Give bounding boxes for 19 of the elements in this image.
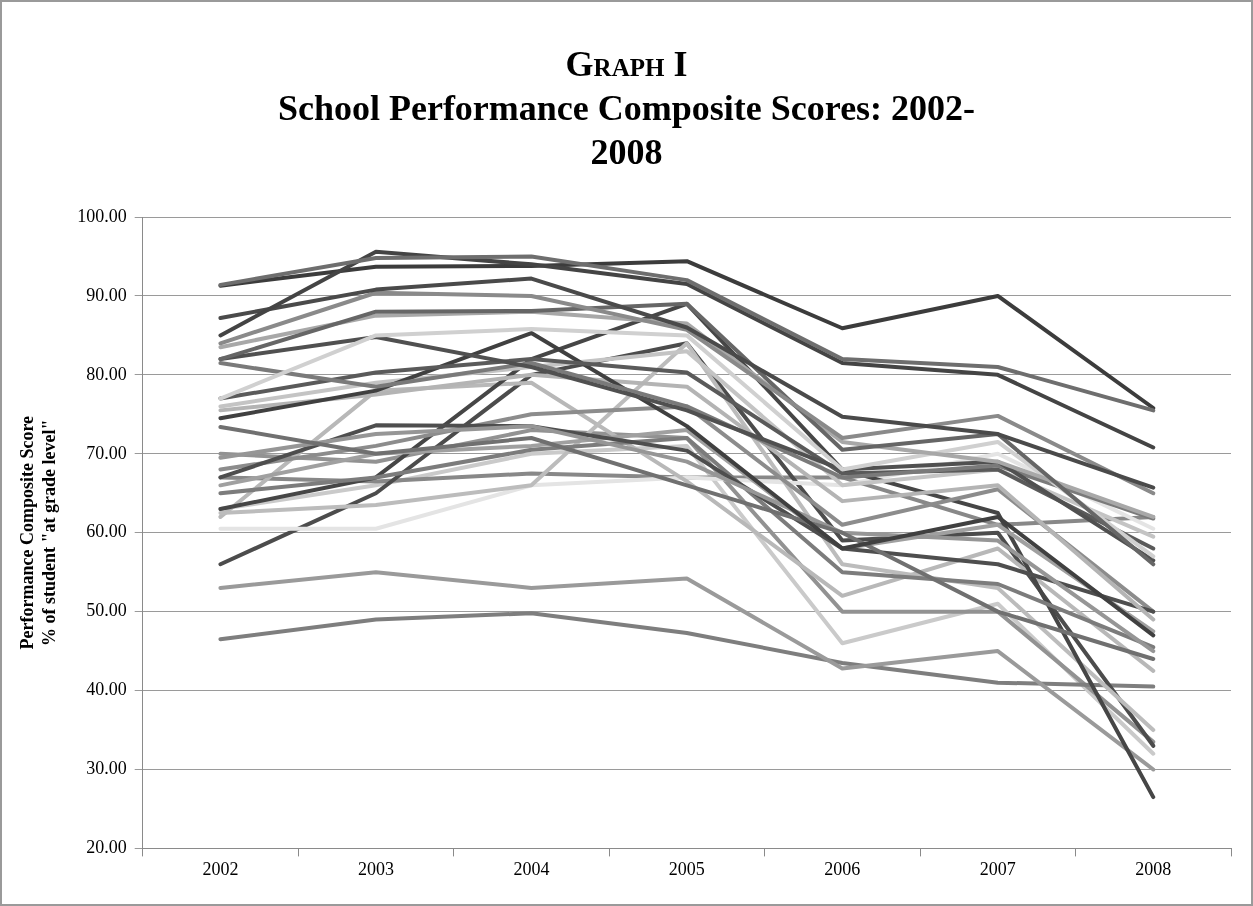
y-tick-label: 40.00 — [86, 679, 127, 700]
chart-subtitle: School Performance Composite Scores: 2002-2008 — [276, 87, 977, 174]
x-tick-label: 2008 — [1135, 858, 1172, 879]
x-tick-label: 2003 — [357, 858, 394, 879]
y-tick-label: 50.00 — [86, 600, 127, 621]
y-tick-label: 30.00 — [86, 758, 127, 779]
y-tick-label: 80.00 — [86, 363, 127, 384]
y-tick-label: 20.00 — [86, 837, 127, 858]
x-tick-label: 2002 — [202, 858, 239, 879]
x-tick-label: 2005 — [668, 858, 705, 879]
y-axis-title: Performance Composite Score % of student "at grade level" — [17, 415, 60, 650]
x-tick-label: 2006 — [824, 858, 861, 879]
y-tick-label: 70.00 — [86, 442, 127, 463]
x-tick-label: 2007 — [979, 858, 1016, 879]
x-tick-label: 2004 — [513, 858, 550, 879]
y-tick-label: 90.00 — [86, 284, 127, 305]
y-tick-label: 60.00 — [86, 521, 127, 542]
y-tick-label: 100.00 — [77, 205, 127, 226]
chart-title: Graph I — [564, 43, 689, 86]
